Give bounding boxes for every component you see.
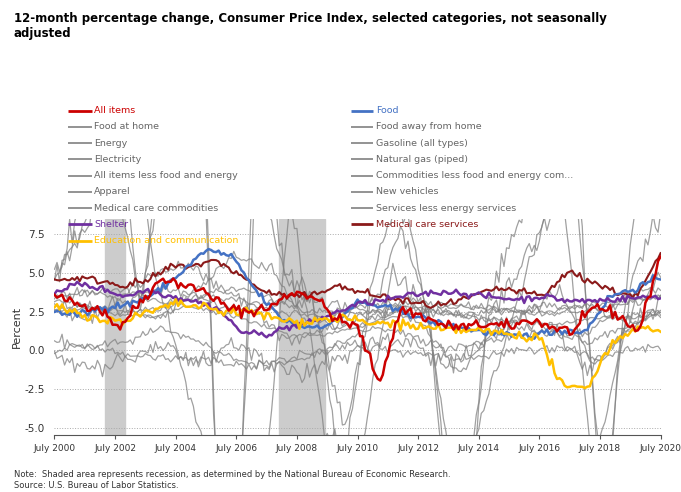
Text: Natural gas (piped): Natural gas (piped) [376,155,468,164]
Text: Services less energy services: Services less energy services [376,204,516,213]
Text: Medical care services: Medical care services [376,220,478,229]
Bar [105,219,125,435]
Text: Education and communication: Education and communication [94,236,238,245]
Bar [279,219,325,435]
Text: Gasoline (all types): Gasoline (all types) [376,139,468,148]
Text: Medical care commodities: Medical care commodities [94,204,218,213]
Text: All items less food and energy: All items less food and energy [94,171,238,180]
Text: 12-month percentage change, Consumer Price Index, selected categories, not seaso: 12-month percentage change, Consumer Pri… [14,12,607,40]
Text: Food: Food [376,106,398,115]
Y-axis label: Percent: Percent [12,306,22,348]
Text: Food away from home: Food away from home [376,123,481,131]
Text: Apparel: Apparel [94,187,131,196]
Text: Electricity: Electricity [94,155,141,164]
Text: All items: All items [94,106,136,115]
Text: New vehicles: New vehicles [376,187,439,196]
Text: Note:  Shaded area represents recession, as determined by the National Bureau of: Note: Shaded area represents recession, … [14,470,450,490]
Text: Commodities less food and energy com...: Commodities less food and energy com... [376,171,573,180]
Text: Food at home: Food at home [94,123,159,131]
Text: Shelter: Shelter [94,220,128,229]
Text: Energy: Energy [94,139,127,148]
